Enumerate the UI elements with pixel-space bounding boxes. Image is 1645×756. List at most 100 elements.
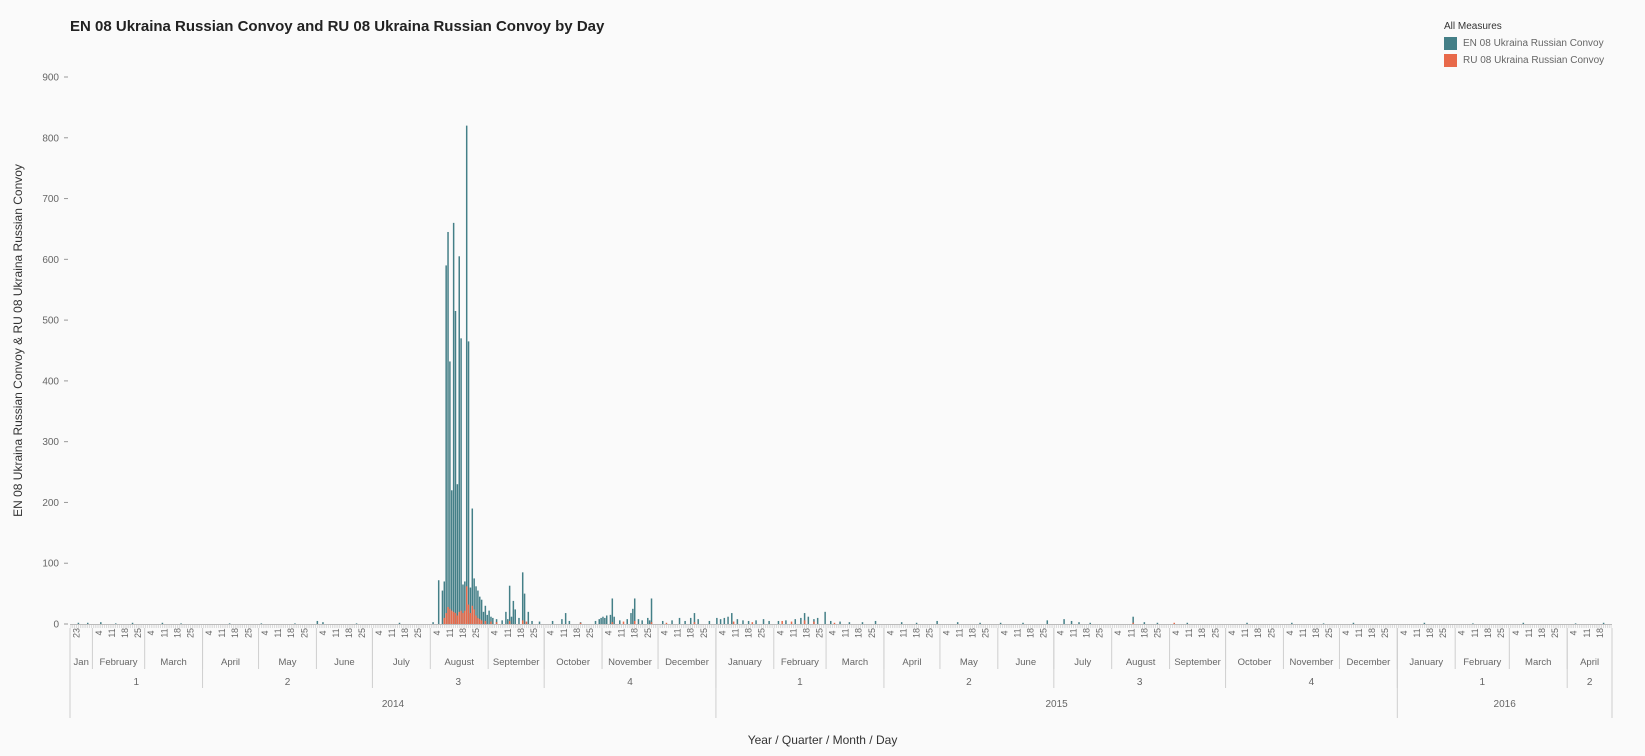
day-tick-label: 25 — [357, 628, 367, 638]
bar-ru — [480, 620, 483, 624]
bar-ru — [456, 615, 459, 624]
month-label: November — [608, 657, 652, 668]
day-tick-label: 25 — [1380, 628, 1390, 638]
month-label: February — [781, 657, 819, 668]
day-tick-label: 11 — [107, 628, 117, 637]
day-tick-label: 25 — [1095, 628, 1105, 638]
bar-en — [1132, 616, 1134, 624]
day-tick-label: 18 — [400, 628, 410, 638]
bar-en — [501, 620, 503, 624]
month-label: March — [842, 657, 868, 668]
bar-ru — [813, 621, 815, 624]
month-label: April — [1580, 657, 1599, 668]
bar-ru — [803, 620, 806, 624]
bar-en — [839, 621, 841, 624]
bar-en — [486, 614, 488, 624]
bar-en — [611, 598, 614, 624]
bar-en — [648, 620, 651, 624]
bar-ru — [665, 622, 668, 624]
bar-en — [454, 310, 457, 624]
bar-en — [794, 619, 797, 624]
bar-ru — [622, 621, 625, 624]
bar-ru — [443, 617, 446, 624]
bar-ru — [479, 619, 481, 624]
day-tick-label: 18 — [286, 628, 296, 638]
bar-en — [1574, 623, 1577, 624]
day-tick-label: 25 — [1039, 628, 1049, 638]
bar-en — [716, 617, 718, 624]
month-label: January — [728, 657, 762, 668]
bar-ru — [449, 608, 451, 624]
day-tick-label: 25 — [1266, 628, 1276, 638]
bar-en — [956, 622, 959, 624]
day-tick-label: 25 — [1496, 628, 1506, 638]
bar-en — [518, 617, 520, 624]
day-tick-label: 11 — [841, 628, 851, 637]
day-tick-label: 4 — [941, 630, 951, 635]
day-tick-label: 11 — [387, 628, 397, 637]
legend-label-en: EN 08 Ukraina Russian Convoy — [1463, 38, 1604, 49]
month-label: August — [444, 657, 474, 668]
month-label: June — [334, 657, 355, 668]
day-tick-label: 25 — [757, 628, 767, 638]
bar-en — [322, 622, 324, 624]
day-tick-label: 18 — [1081, 628, 1091, 638]
y-tick-label: 0 — [53, 620, 59, 631]
bar-en — [475, 586, 477, 624]
day-tick-label: 18 — [1537, 628, 1547, 638]
bar-en — [452, 222, 455, 624]
day-tick-label: 25 — [1324, 628, 1334, 638]
quarter-label: 4 — [627, 677, 633, 688]
bar-en — [742, 620, 744, 624]
day-tick-label: 18 — [854, 628, 864, 638]
bar-en — [564, 613, 567, 624]
bar-en — [161, 622, 164, 624]
bar-en — [1156, 622, 1159, 624]
day-tick-label: 18 — [458, 628, 468, 638]
bar-en — [727, 616, 729, 624]
day-tick-label: 11 — [445, 628, 455, 637]
bar-en — [521, 572, 524, 624]
bar-en — [507, 619, 509, 624]
day-tick-label: 11 — [159, 628, 169, 637]
day-tick-label: 25 — [413, 628, 423, 638]
bar-en — [693, 613, 696, 624]
day-tick-label: 18 — [968, 628, 978, 638]
day-tick-label: 11 — [1298, 628, 1308, 637]
day-tick-label: 4 — [885, 630, 895, 635]
month-label: May — [279, 657, 297, 668]
bar-en — [514, 609, 516, 624]
bar-ru — [471, 605, 474, 624]
bar-en — [1022, 622, 1024, 624]
month-label: June — [1016, 657, 1037, 668]
bar-en — [1423, 622, 1426, 624]
bar-ru — [1132, 622, 1134, 624]
bar-en — [316, 620, 319, 624]
bar-en — [637, 619, 640, 624]
legend-item-en[interactable]: EN 08 Ukraina Russian Convoy — [1444, 35, 1604, 52]
day-tick-label: 18 — [172, 628, 182, 638]
legend-title: All Measures — [1444, 21, 1502, 32]
month-label: February — [100, 657, 138, 668]
day-tick-label: 23 — [72, 628, 82, 638]
month-label: March — [1525, 657, 1551, 668]
bar-en — [613, 616, 615, 624]
day-tick-label: 18 — [230, 628, 240, 638]
quarter-label: 1 — [1479, 677, 1485, 688]
bar-ru — [460, 610, 462, 624]
bar-en — [561, 619, 563, 624]
legend-item-ru[interactable]: RU 08 Ukraina Russian Convoy — [1444, 52, 1604, 69]
bar-ru — [458, 611, 460, 624]
bar-en — [355, 623, 358, 624]
bar-en — [719, 619, 722, 624]
bar-en — [723, 617, 726, 624]
day-tick-label: 11 — [217, 628, 227, 637]
day-tick-label: 18 — [1425, 628, 1435, 638]
bar-en — [462, 584, 464, 624]
day-tick-label: 18 — [572, 628, 582, 638]
bar-ru — [465, 586, 468, 624]
y-tick-label: 100 — [42, 559, 59, 570]
day-tick-label: 25 — [185, 628, 195, 638]
bar-en — [630, 613, 632, 624]
bar-en — [1322, 623, 1325, 624]
